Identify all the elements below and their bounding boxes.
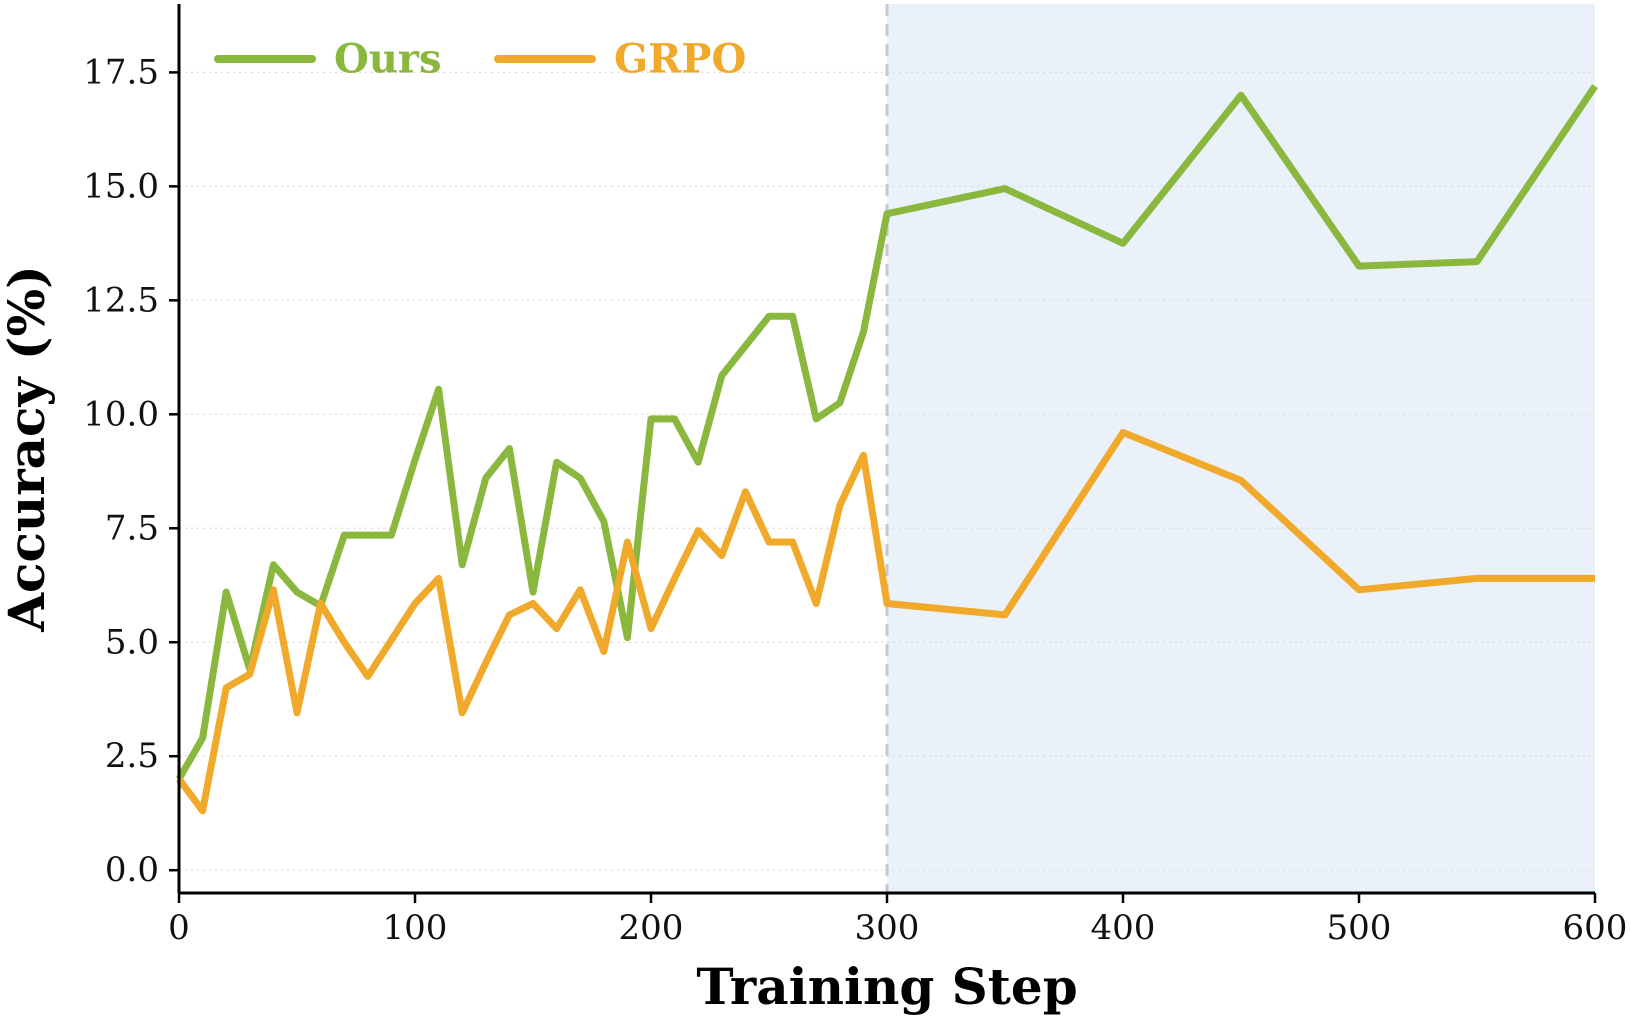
y-tick-label: 17.5 — [83, 52, 159, 92]
y-tick-label: 5.0 — [105, 622, 159, 662]
series-line-grpo — [176, 429, 1595, 815]
shaded-region — [887, 4, 1595, 893]
x-tick-label: 200 — [619, 908, 684, 948]
y-tick-label: 0.0 — [105, 850, 159, 890]
x-tick-label: 100 — [383, 908, 448, 948]
x-tick-label: 600 — [1563, 908, 1628, 948]
legend-label-grpo: GRPO — [614, 36, 746, 83]
x-axis-title: Training Step — [696, 957, 1077, 1016]
y-tick-label: 2.5 — [105, 736, 159, 776]
x-tick-label: 0 — [168, 908, 190, 948]
x-tick-label: 400 — [1091, 908, 1156, 948]
x-tick-label: 300 — [855, 908, 920, 948]
y-tick-label: 7.5 — [105, 508, 159, 548]
y-tick-label: 10.0 — [83, 394, 159, 434]
y-axis-title: Accuracy (%) — [0, 265, 56, 633]
x-tick-label: 500 — [1327, 908, 1392, 948]
y-tick-label: 12.5 — [83, 280, 159, 320]
legend-label-ours: Ours — [334, 36, 442, 83]
y-tick-label: 15.0 — [83, 166, 159, 206]
